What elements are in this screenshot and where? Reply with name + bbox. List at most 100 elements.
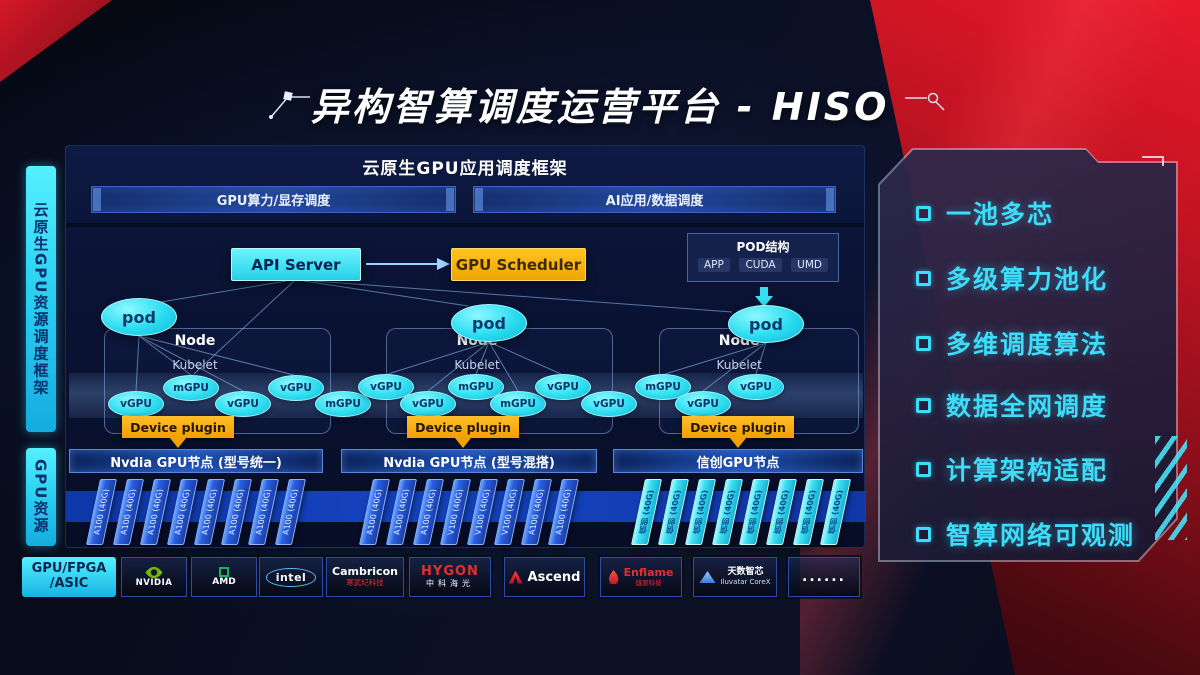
pod-ellipse-1: pod: [101, 298, 177, 336]
gpu-card: V100 (40G): [439, 479, 472, 545]
feature-item-6: 智算网络可观测: [916, 519, 1135, 550]
pod-ellipse-2: pod: [451, 304, 527, 342]
scheduler-arrow: [366, 258, 450, 270]
node-label: Node: [174, 333, 216, 349]
gpu-unit-ellipse: vGPU: [108, 391, 164, 417]
gpu-card-group-1: A100 (40G) A100 (40G) A100 (40G) A100 (4…: [85, 479, 307, 545]
gpu-card: A100 (40G): [139, 479, 172, 545]
gpu-card-group-2: A100 (40G) A100 (40G) A100 (40G) V100 (4…: [358, 479, 580, 545]
enflame-icon: [608, 570, 619, 584]
gpu-card: 信创 (40G): [765, 479, 798, 545]
gpu-unit-ellipse: mGPU: [490, 391, 546, 417]
gpu-card: A100 (40G): [112, 479, 145, 545]
feature-item-1: 一池多芯: [916, 198, 1054, 229]
gpu-unit-ellipse: vGPU: [400, 391, 456, 417]
vendor-box-more: ......: [788, 557, 860, 597]
device-plugin-box-1: Device plugin: [122, 416, 234, 438]
square-bullet-icon: [916, 461, 931, 477]
gpu-unit-ellipse: vGPU: [358, 374, 414, 400]
gpu-unit-ellipse: vGPU: [728, 374, 784, 400]
feature-item-4: 数据全网调度: [916, 390, 1108, 421]
vendor-box-nvidia: NVIDIA: [121, 557, 187, 597]
gpu-node-header-uniform: Nvdia GPU节点 (型号统一): [69, 449, 323, 473]
gpu-card: 信创 (40G): [738, 479, 771, 545]
vendor-box-ascend: Ascend: [504, 557, 585, 597]
kubelet-label: Kubelet: [454, 358, 500, 372]
framework-bar-ai-data-scheduling: AI应用/数据调度: [473, 186, 836, 213]
hatch-decoration: [1155, 436, 1187, 540]
feature-item-3: 多维调度算法: [916, 328, 1108, 359]
pod-item-cuda: CUDA: [739, 258, 782, 272]
sidebar-label-cloud-native-gpu-framework: 云原生GPU资源调度框架: [26, 166, 56, 432]
gpu-scheduler-box: GPU Scheduler: [451, 248, 586, 281]
features-panel-inner: 一池多芯 多级算力池化 多维调度算法 数据全网调度 计算架构适配 智算网络可观测: [880, 150, 1176, 560]
vendor-box-enflame: Enflame 燧原科技: [600, 557, 682, 597]
gpu-card: 信创 (40G): [684, 479, 717, 545]
device-plugin-arrow-icon: [170, 438, 186, 448]
pod-item-app: APP: [698, 258, 730, 272]
pod-item-umd: UMD: [791, 258, 828, 272]
gpu-card: A100 (40G): [520, 479, 553, 545]
device-plugin-box-2: Device plugin: [407, 416, 519, 438]
gpu-unit-ellipse: mGPU: [635, 374, 691, 400]
circuit-decoration-left: [269, 91, 310, 119]
circuit-decoration-right: [905, 92, 945, 111]
gpu-card: 信创 (40G): [711, 479, 744, 545]
feature-item-2: 多级算力池化: [916, 263, 1108, 294]
gpu-unit-ellipse: vGPU: [215, 391, 271, 417]
gpu-card: 信创 (40G): [657, 479, 690, 545]
intel-logo: intel: [265, 567, 317, 587]
gpu-card: 信创 (40G): [792, 479, 825, 545]
gpu-card: A100 (40G): [193, 479, 226, 545]
gpu-card: A100 (40G): [247, 479, 280, 545]
features-panel: 一池多芯 多级算力池化 多维调度算法 数据全网调度 计算架构适配 智算网络可观测: [878, 148, 1178, 562]
gpu-card: A100 (40G): [385, 479, 418, 545]
api-server-box: API Server: [231, 248, 361, 281]
feature-item-5: 计算架构适配: [916, 454, 1108, 485]
device-plugin-box-3: Device plugin: [682, 416, 794, 438]
gpu-card: A100 (40G): [412, 479, 445, 545]
gpu-unit-ellipse: vGPU: [535, 374, 591, 400]
nvidia-icon: [145, 566, 163, 579]
gpu-card: A100 (40G): [166, 479, 199, 545]
ascend-icon: [508, 570, 523, 584]
framework-bar-compute-scheduling: GPU算力/显存调度: [91, 186, 456, 213]
gpu-card: A100 (40G): [220, 479, 253, 545]
title-row: 异构智算调度运营平台 - HISO: [0, 76, 1200, 131]
square-bullet-icon: [916, 397, 931, 413]
gpu-card: V100 (40G): [466, 479, 499, 545]
amd-icon: [219, 566, 229, 577]
gpu-unit-ellipse: mGPU: [315, 391, 371, 417]
vendor-box-amd: AMD: [191, 557, 257, 597]
device-plugin-arrow-icon: [455, 438, 471, 448]
corner-bracket-decoration: [1142, 156, 1164, 166]
kubelet-label: Kubelet: [172, 358, 218, 372]
square-bullet-icon: [916, 526, 931, 542]
architecture-panel: 云原生GPU应用调度框架 GPU算力/显存调度 AI应用/数据调度: [65, 145, 866, 548]
vendor-box-hygon: HYGON 中科海光: [409, 557, 491, 597]
iluvatar-icon: [699, 571, 716, 583]
square-bullet-icon: [916, 335, 931, 351]
sidebar-label-gpu-fpga-asic: GPU/FPGA /ASIC: [22, 557, 116, 597]
pod-structure-box: POD结构 APP CUDA UMD: [687, 233, 839, 282]
gpu-card: V100 (40G): [493, 479, 526, 545]
framework-header: 云原生GPU应用调度框架: [362, 159, 568, 179]
panel-divider: [66, 223, 864, 227]
pod-structure-arrow-icon: [755, 287, 773, 307]
background-red-corner: [0, 0, 112, 82]
gpu-unit-ellipse: mGPU: [163, 375, 219, 401]
gpu-unit-ellipse: vGPU: [675, 391, 731, 417]
gpu-unit-ellipse: vGPU: [268, 375, 324, 401]
pod-ellipse-3: pod: [728, 305, 804, 343]
gpu-node-header-mixed: Nvdia GPU节点 (型号混搭): [341, 449, 597, 473]
gpu-card-group-3: 信创 (40G) 信创 (40G) 信创 (40G) 信创 (40G) 信创 (…: [630, 479, 852, 545]
gpu-node-header-xinchuang: 信创GPU节点: [613, 449, 863, 473]
vendor-box-cambricon: Cambricon 寒武纪科技: [326, 557, 404, 597]
device-plugin-arrow-icon: [730, 438, 746, 448]
page-title: 异构智算调度运营平台 - HISO: [310, 85, 890, 129]
gpu-unit-ellipse: vGPU: [581, 391, 637, 417]
square-bullet-icon: [916, 270, 931, 286]
pod-structure-title: POD结构: [736, 240, 790, 254]
sidebar-label-gpu-resource: GPU资源: [26, 448, 56, 546]
kubelet-label: Kubelet: [716, 358, 762, 372]
